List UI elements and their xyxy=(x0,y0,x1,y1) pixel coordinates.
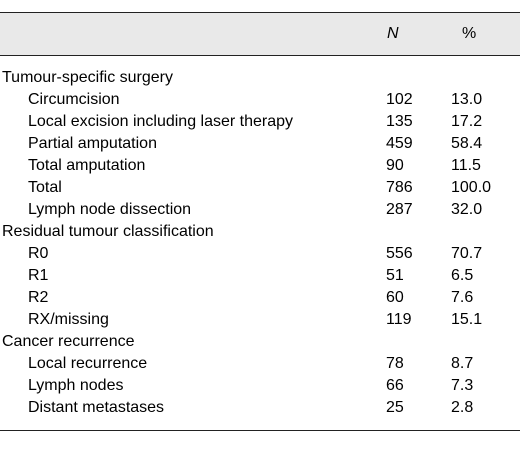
table-row: Total amputation 90 11.5 xyxy=(0,155,520,177)
row-label: Local excision including laser therapy xyxy=(28,113,294,130)
row-n-value: 556 xyxy=(386,245,413,262)
row-label: RX/missing xyxy=(28,311,109,328)
table-row: Circumcision 102 13.0 xyxy=(0,89,520,111)
table-row: R1 51 6.5 xyxy=(0,265,520,287)
row-n-value: 119 xyxy=(386,311,412,328)
row-label: Lymph nodes xyxy=(28,377,124,394)
row-percent-value: 2.8 xyxy=(451,399,474,416)
row-label: Local recurrence xyxy=(28,355,148,372)
table-row: R0 556 70.7 xyxy=(0,243,520,265)
row-label: Total amputation xyxy=(28,157,146,174)
table-row: RX/missing 119 15.1 xyxy=(0,309,520,331)
bottom-rule xyxy=(0,430,520,431)
table-row: Partial amputation 459 58.4 xyxy=(0,133,520,155)
row-n-value: 51 xyxy=(386,267,404,284)
row-label: Total xyxy=(28,179,62,196)
row-label: R2 xyxy=(28,289,49,306)
row-label: Circumcision xyxy=(28,91,120,108)
row-label: Lymph node dissection xyxy=(28,201,192,218)
row-percent-value: 100.0 xyxy=(451,179,492,196)
row-percent-value: 70.7 xyxy=(451,245,483,262)
row-n-value: 135 xyxy=(386,113,413,130)
table-header xyxy=(0,12,520,56)
column-header-percent: % xyxy=(462,25,477,42)
row-percent-value: 11.5 xyxy=(451,157,481,174)
row-n-value: 90 xyxy=(386,157,404,174)
row-n-value: 78 xyxy=(386,355,404,372)
table-row: Local recurrence 78 8.7 xyxy=(0,353,520,375)
row-label: R1 xyxy=(28,267,49,284)
row-label: Distant metastases xyxy=(28,399,165,416)
section-label: Residual tumour classification xyxy=(2,223,214,240)
section-label: Cancer recurrence xyxy=(2,333,135,350)
row-n-value: 287 xyxy=(386,201,413,218)
row-percent-value: 7.6 xyxy=(451,289,474,306)
table-row: Total 786 100.0 xyxy=(0,177,520,199)
row-percent-value: 32.0 xyxy=(451,201,483,218)
section-label: Tumour-specific surgery xyxy=(2,69,174,86)
row-n-value: 459 xyxy=(386,135,413,152)
table-section-row: Residual tumour classification xyxy=(0,221,520,243)
table-row: Lymph node dissection 287 32.0 xyxy=(0,199,520,221)
row-percent-value: 6.5 xyxy=(451,267,474,284)
row-n-value: 25 xyxy=(386,399,404,416)
row-n-value: 66 xyxy=(386,377,404,394)
row-percent-value: 8.7 xyxy=(451,355,474,372)
table-body: Tumour-specific surgery Circumcision 102 13… xyxy=(0,67,520,419)
row-n-value: 102 xyxy=(386,91,413,108)
table-section-row: Cancer recurrence xyxy=(0,331,520,353)
column-header-n: N xyxy=(387,25,399,42)
row-percent-value: 15.1 xyxy=(451,311,483,328)
row-percent-value: 17.2 xyxy=(451,113,483,130)
table-row: Distant metastases 25 2.8 xyxy=(0,397,520,419)
table-row: Lymph nodes 66 7.3 xyxy=(0,375,520,397)
row-label: R0 xyxy=(28,245,49,262)
row-percent-value: 58.4 xyxy=(451,135,483,152)
row-label: Partial amputation xyxy=(28,135,157,152)
row-n-value: 786 xyxy=(386,179,413,196)
row-percent-value: 7.3 xyxy=(451,377,474,394)
row-n-value: 60 xyxy=(386,289,404,306)
table-row: Local excision including laser therapy 13… xyxy=(0,111,520,133)
table-row: R2 60 7.6 xyxy=(0,287,520,309)
table-section-row: Tumour-specific surgery xyxy=(0,67,520,89)
row-percent-value: 13.0 xyxy=(451,91,483,108)
